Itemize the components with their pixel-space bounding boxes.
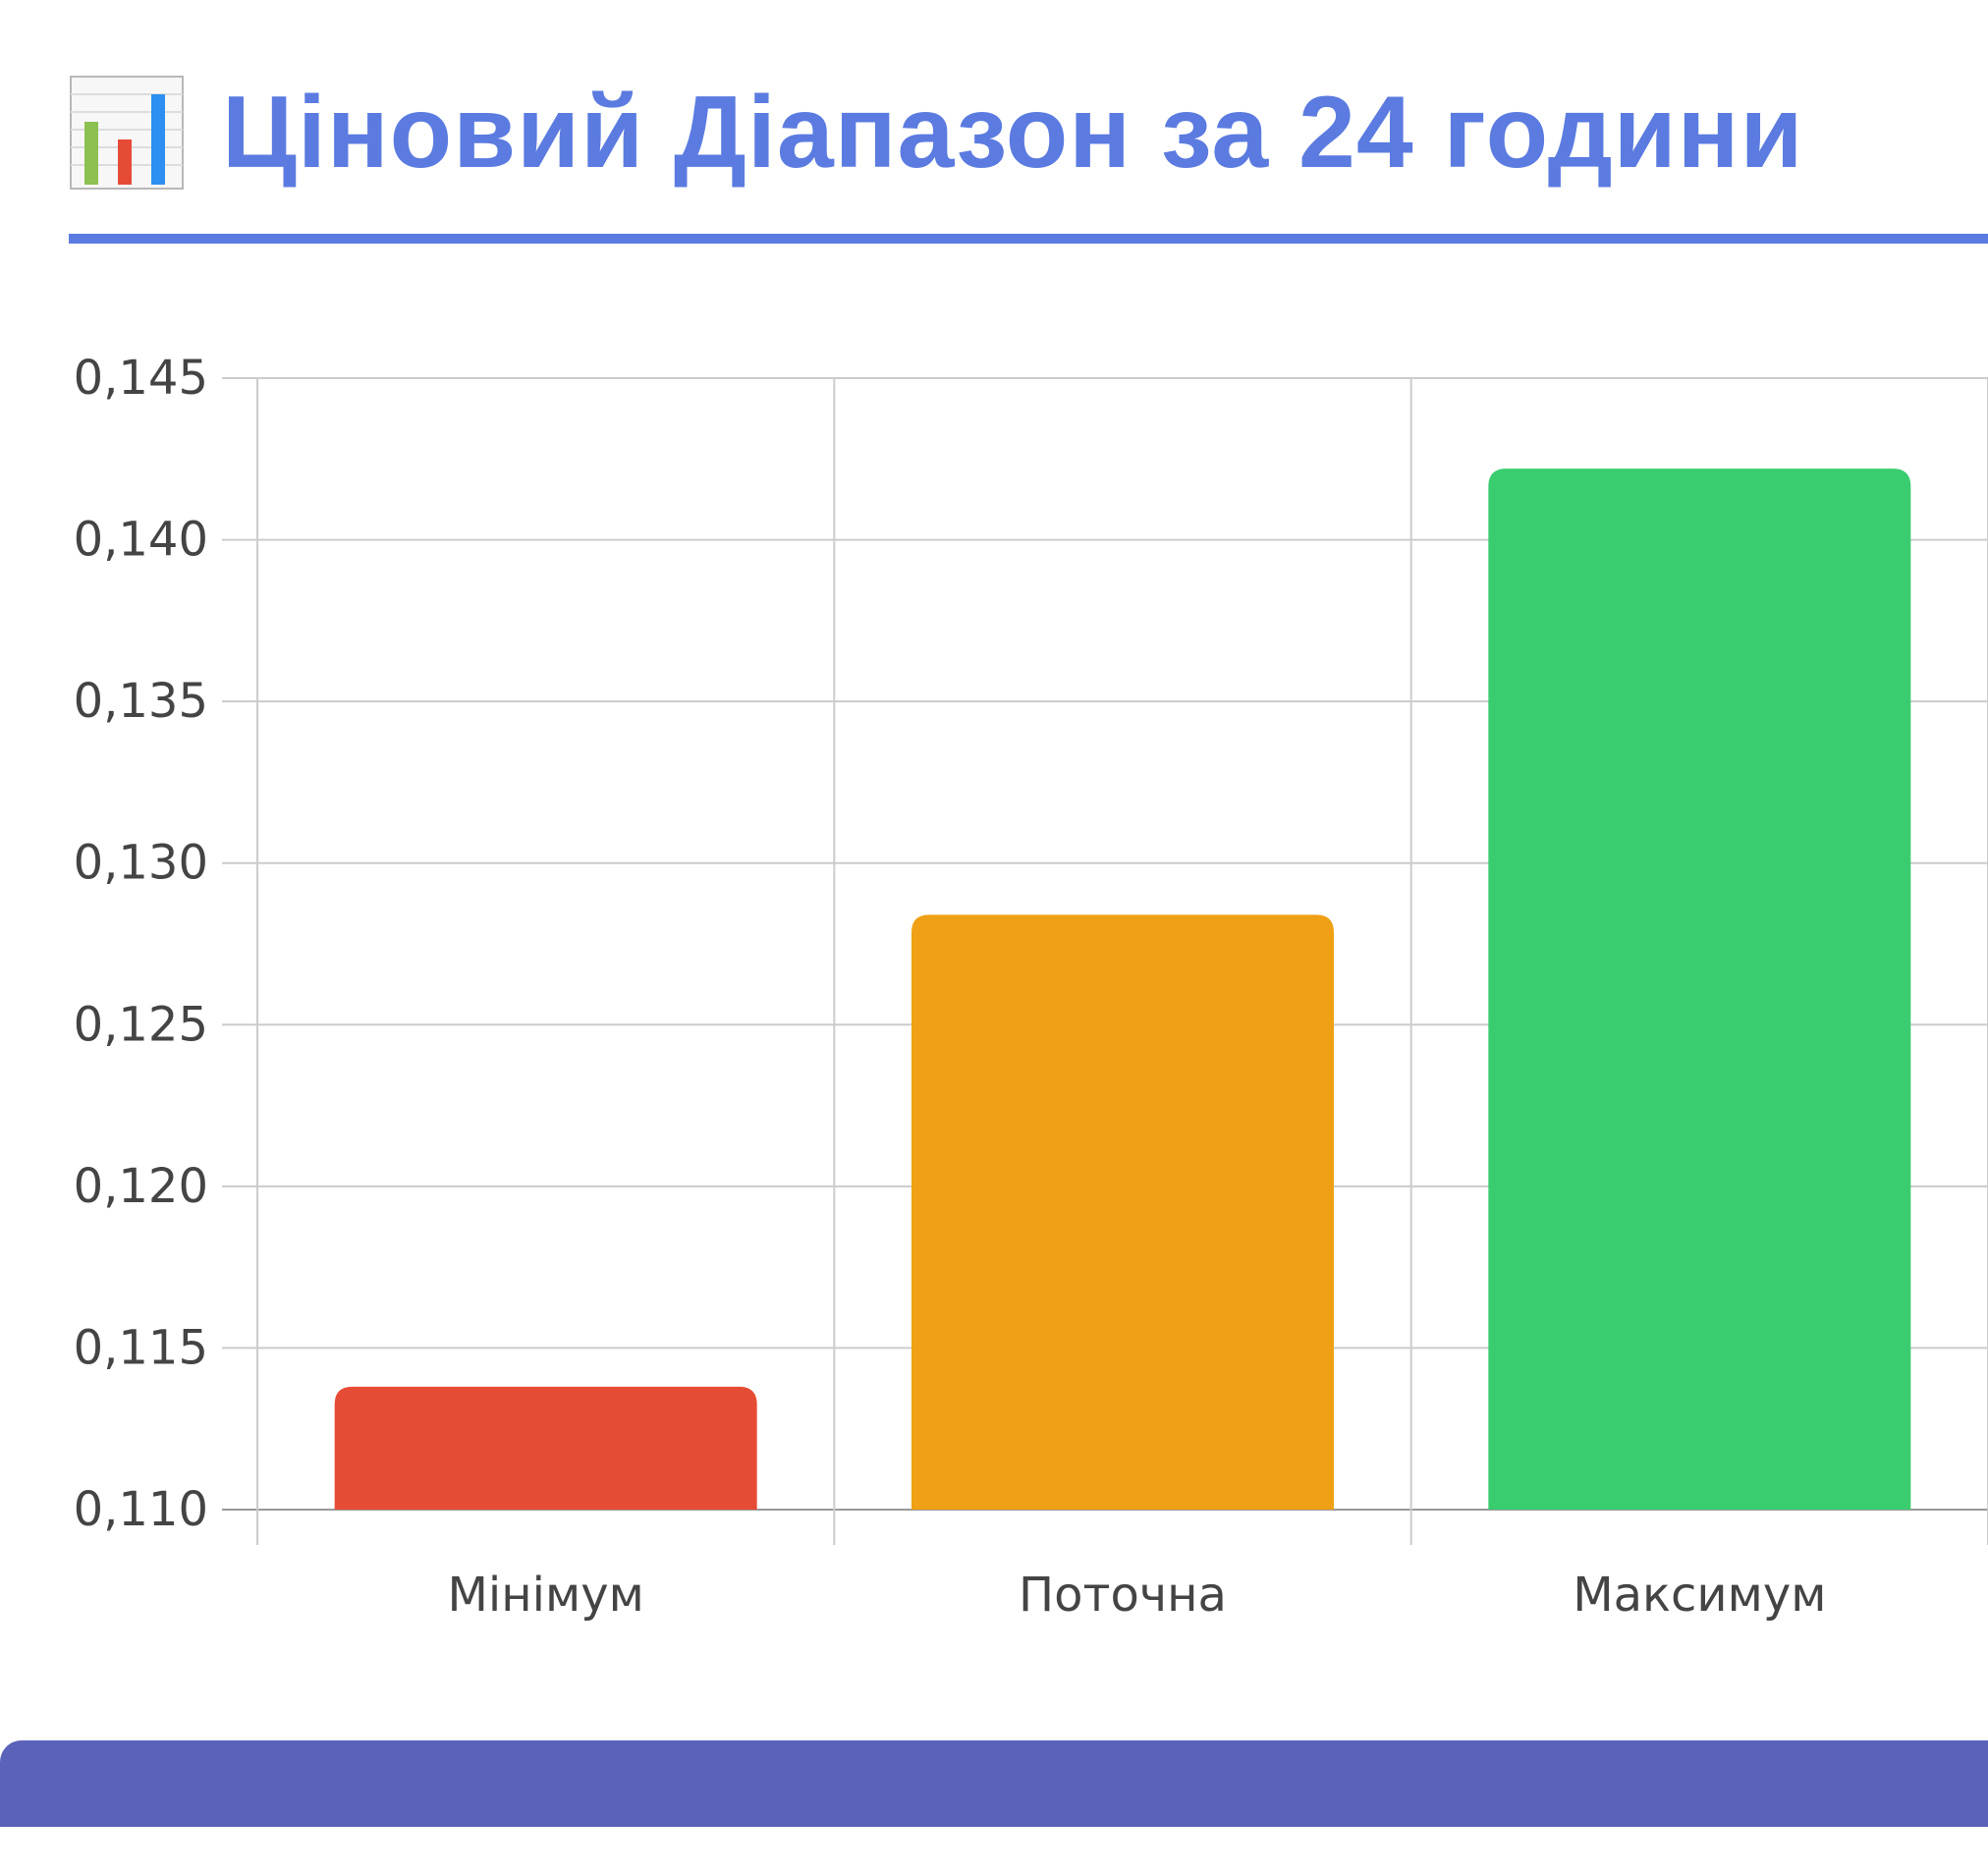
y-tick-label: 0,140 [74,513,208,568]
bar-chart-icon [70,76,184,190]
chart-labels: 0,110 0,115 0,120 0,125 0,130 0,135 0,140 0,145… [74,351,1827,1623]
y-tick-label: 0,145 [74,351,208,406]
bar-1 [334,1386,757,1510]
chart-bars [334,468,1911,1510]
y-tick-label: 0,110 [74,1482,208,1537]
bar-chart: 0,110 0,115 0,120 0,125 0,130 0,135 0,140 0,145… [74,351,1988,1623]
chart-header: Ціновий Діапазон за 24 години [69,59,1803,206]
bar-3 [1488,468,1911,1510]
y-tick-label: 0,125 [74,997,208,1052]
y-tick-label: 0,120 [74,1159,208,1214]
title-divider [69,234,1988,244]
y-tick-label: 0,115 [74,1320,208,1375]
bar-2 [911,914,1334,1510]
footer-band [0,1740,1988,1827]
x-tick-label: Мінімум [448,1568,644,1623]
chart-title: Ціновий Діапазон за 24 години [222,75,1804,190]
x-tick-label: Поточна [1019,1568,1227,1623]
y-tick-label: 0,130 [74,836,208,891]
y-tick-label: 0,135 [74,674,208,729]
x-tick-label: Максимум [1573,1568,1826,1623]
